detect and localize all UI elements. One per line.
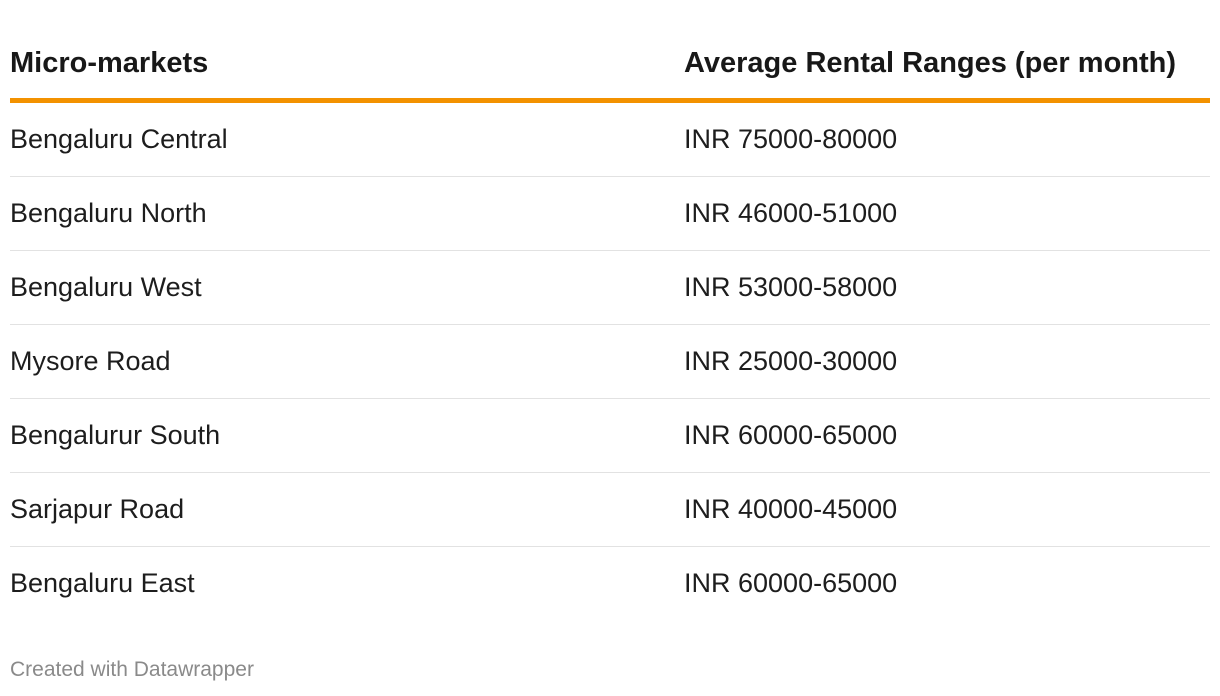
rental-range-cell: INR 25000-30000 (684, 324, 1210, 399)
table-row: Bengaluru West INR 53000-58000 (10, 250, 1210, 325)
column-header-average-rental-ranges[interactable]: Average Rental Ranges (per month) (684, 28, 1210, 103)
micro-market-cell: Mysore Road (10, 324, 684, 399)
column-header-micro-markets[interactable]: Micro-markets (10, 28, 684, 103)
rental-table-container: Micro-markets Average Rental Ranges (per… (10, 28, 1210, 620)
rental-range-cell: INR 46000-51000 (684, 176, 1210, 251)
rental-range-cell: INR 53000-58000 (684, 250, 1210, 325)
table-row: Bengaluru Central INR 75000-80000 (10, 100, 1210, 177)
micro-market-cell: Bengaluru West (10, 250, 684, 325)
micro-market-cell: Bengaluru Central (10, 100, 684, 177)
rental-table: Micro-markets Average Rental Ranges (per… (10, 28, 1210, 620)
table-row: Mysore Road INR 25000-30000 (10, 324, 1210, 399)
rental-range-cell: INR 60000-65000 (684, 398, 1210, 473)
rental-range-cell: INR 40000-45000 (684, 472, 1210, 547)
micro-market-cell: Sarjapur Road (10, 472, 684, 547)
rental-range-cell: INR 75000-80000 (684, 100, 1210, 177)
table-row: Bengaluru North INR 46000-51000 (10, 176, 1210, 251)
table-row: Bengalurur South INR 60000-65000 (10, 398, 1210, 473)
table-row: Sarjapur Road INR 40000-45000 (10, 472, 1210, 547)
rental-range-cell: INR 60000-65000 (684, 568, 898, 598)
datawrapper-credit-link[interactable]: Created with Datawrapper (10, 658, 254, 681)
micro-market-cell: Bengalurur South (10, 398, 684, 473)
micro-market-cell: Bengaluru East (10, 568, 195, 598)
table-row: Bengaluru East INR 60000-65000 (10, 547, 1210, 621)
micro-market-cell: Bengaluru North (10, 176, 684, 251)
table-header-row: Micro-markets Average Rental Ranges (per… (10, 28, 1210, 103)
